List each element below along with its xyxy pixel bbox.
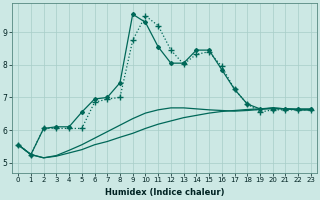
X-axis label: Humidex (Indice chaleur): Humidex (Indice chaleur) <box>105 188 224 197</box>
